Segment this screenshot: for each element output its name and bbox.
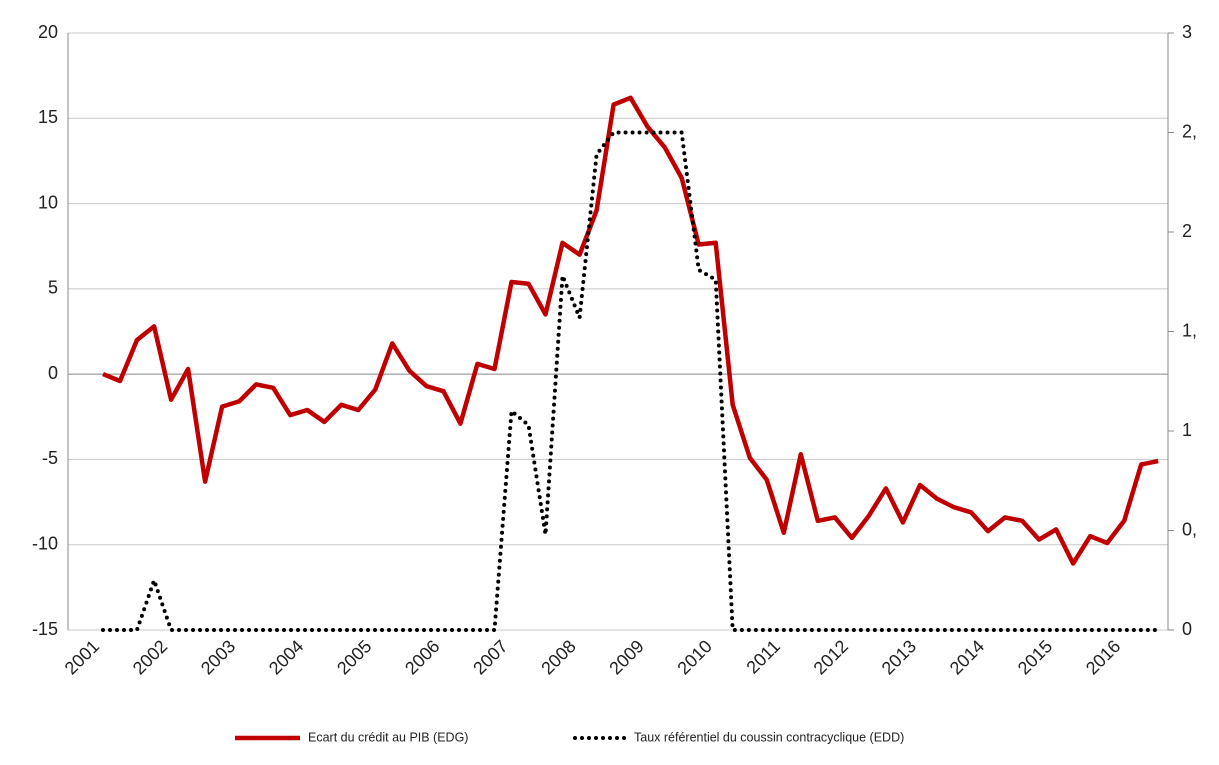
x-tick-label: 2012	[810, 636, 852, 678]
y2-tick-label: 0,	[1182, 519, 1197, 539]
legend-label: Taux référentiel du coussin contracycliq…	[634, 730, 904, 744]
x-tick-label: 2003	[197, 636, 239, 678]
y-tick-label: 5	[48, 278, 58, 298]
x-tick-label: 2002	[129, 636, 171, 678]
x-tick-label: 2010	[673, 636, 715, 678]
y2-tick-label: 2	[1182, 221, 1192, 241]
x-tick-label: 2011	[742, 636, 784, 678]
y-tick-label: 20	[38, 22, 58, 42]
legend-label: Ecart du crédit au PIB (EDG)	[308, 730, 468, 744]
x-tick-label: 2001	[61, 636, 103, 678]
series-line	[101, 130, 1161, 632]
y-tick-label: -15	[32, 619, 58, 639]
x-tick-label: 2007	[469, 636, 511, 678]
x-tick-label: 2004	[265, 636, 307, 678]
y2-tick-label: 1,	[1182, 320, 1197, 340]
y-tick-label: -10	[32, 533, 58, 553]
x-tick-label: 2008	[537, 636, 579, 678]
x-tick-label: 2005	[333, 636, 375, 678]
y-tick-label: 10	[38, 192, 58, 212]
y-tick-label: 0	[48, 363, 58, 383]
y-tick-label: -5	[42, 448, 58, 468]
x-tick-label: 2013	[878, 636, 920, 678]
x-tick-label: 2015	[1014, 636, 1056, 678]
x-tick-label: 2016	[1082, 636, 1124, 678]
x-tick-label: 2006	[401, 636, 443, 678]
y2-tick-label: 3	[1182, 22, 1192, 42]
y2-tick-label: 1	[1182, 420, 1192, 440]
y2-tick-label: 0	[1182, 619, 1192, 639]
y2-tick-label: 2,	[1182, 121, 1197, 141]
series-line	[102, 95, 1159, 566]
x-tick-label: 2009	[605, 636, 647, 678]
y-tick-label: 15	[38, 107, 58, 127]
x-tick-label: 2014	[946, 636, 988, 678]
